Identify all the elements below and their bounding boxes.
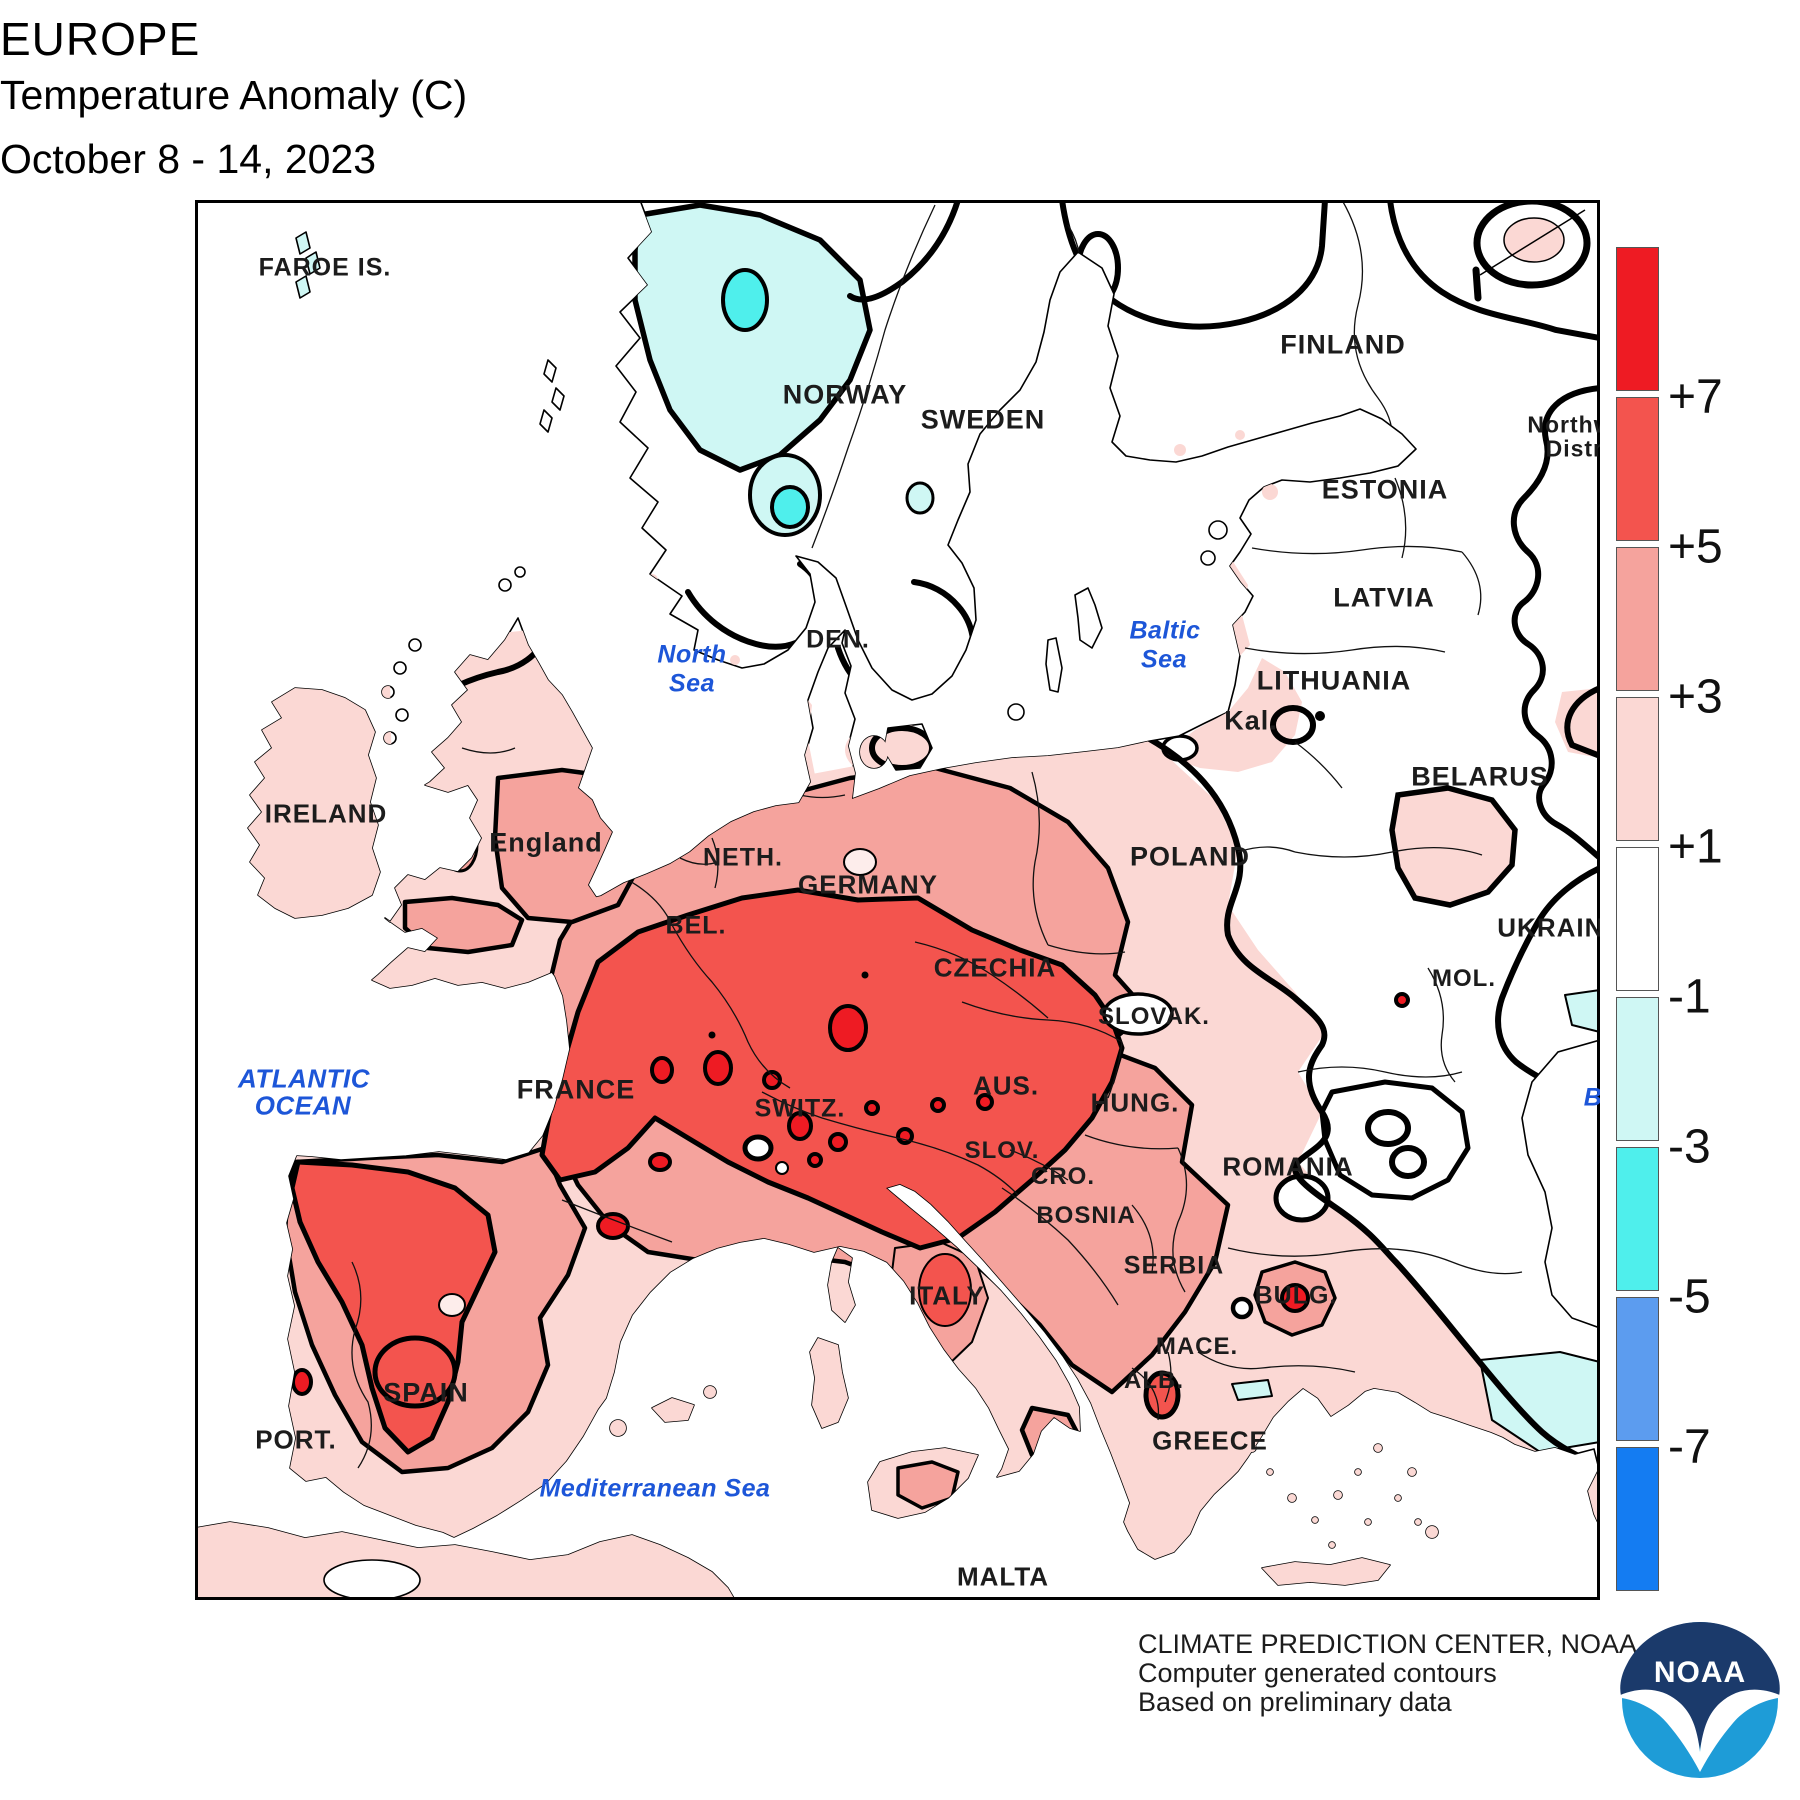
legend-tick-plus5: +5: [1668, 520, 1723, 574]
legend-tick-plus3: +3: [1668, 670, 1723, 724]
legend-tick-minus1: -1: [1668, 970, 1711, 1024]
black-sea: [1521, 1039, 1600, 1329]
legend-tick-minus3: -3: [1668, 1120, 1711, 1174]
legend-block-+5-to-+7: [1616, 397, 1659, 541]
attribution-line3: Based on preliminary data: [1138, 1687, 1452, 1717]
legend-block--1-to--3: [1616, 997, 1659, 1141]
legend-block-above-+7: [1616, 247, 1659, 391]
attribution-line2: Computer generated contours: [1138, 1658, 1497, 1688]
legend-block-+3-to-+5: [1616, 547, 1659, 691]
legend-block--5-to--7: [1616, 1297, 1659, 1441]
map-title: EUROPE: [0, 13, 201, 65]
noaa-logo: NOAA: [1616, 1622, 1784, 1778]
legend-block--3-to--5: [1616, 1147, 1659, 1291]
attribution: CLIMATE PREDICTION CENTER, NOAA Computer…: [1138, 1630, 1637, 1717]
map-date-range: October 8 - 14, 2023: [0, 136, 377, 182]
legend-tick-plus1: +1: [1668, 820, 1723, 874]
noaa-logo-text: NOAA: [1654, 1656, 1746, 1689]
legend-tick-minus7: -7: [1668, 1420, 1711, 1474]
attribution-line1: CLIMATE PREDICTION CENTER, NOAA: [1138, 1629, 1638, 1659]
legend-tick-plus7: +7: [1668, 370, 1723, 424]
noaa-logo-shell: [1620, 1622, 1780, 1749]
map-canvas: [195, 200, 1600, 1600]
legend-tick-minus5: -5: [1668, 1270, 1711, 1324]
legend-block-below--7: [1616, 1447, 1659, 1591]
legend-block--1-to-+1: [1616, 847, 1659, 991]
europe-anomaly-map: FAROE IS. NORWAY SWEDEN FINLAND ESTONIA LATVI…: [195, 200, 1600, 1600]
seagull-icon: [1616, 1689, 1784, 1772]
map-subtitle: Temperature Anomaly (C): [0, 72, 468, 118]
legend-block-+1-to-+3: [1616, 697, 1659, 841]
